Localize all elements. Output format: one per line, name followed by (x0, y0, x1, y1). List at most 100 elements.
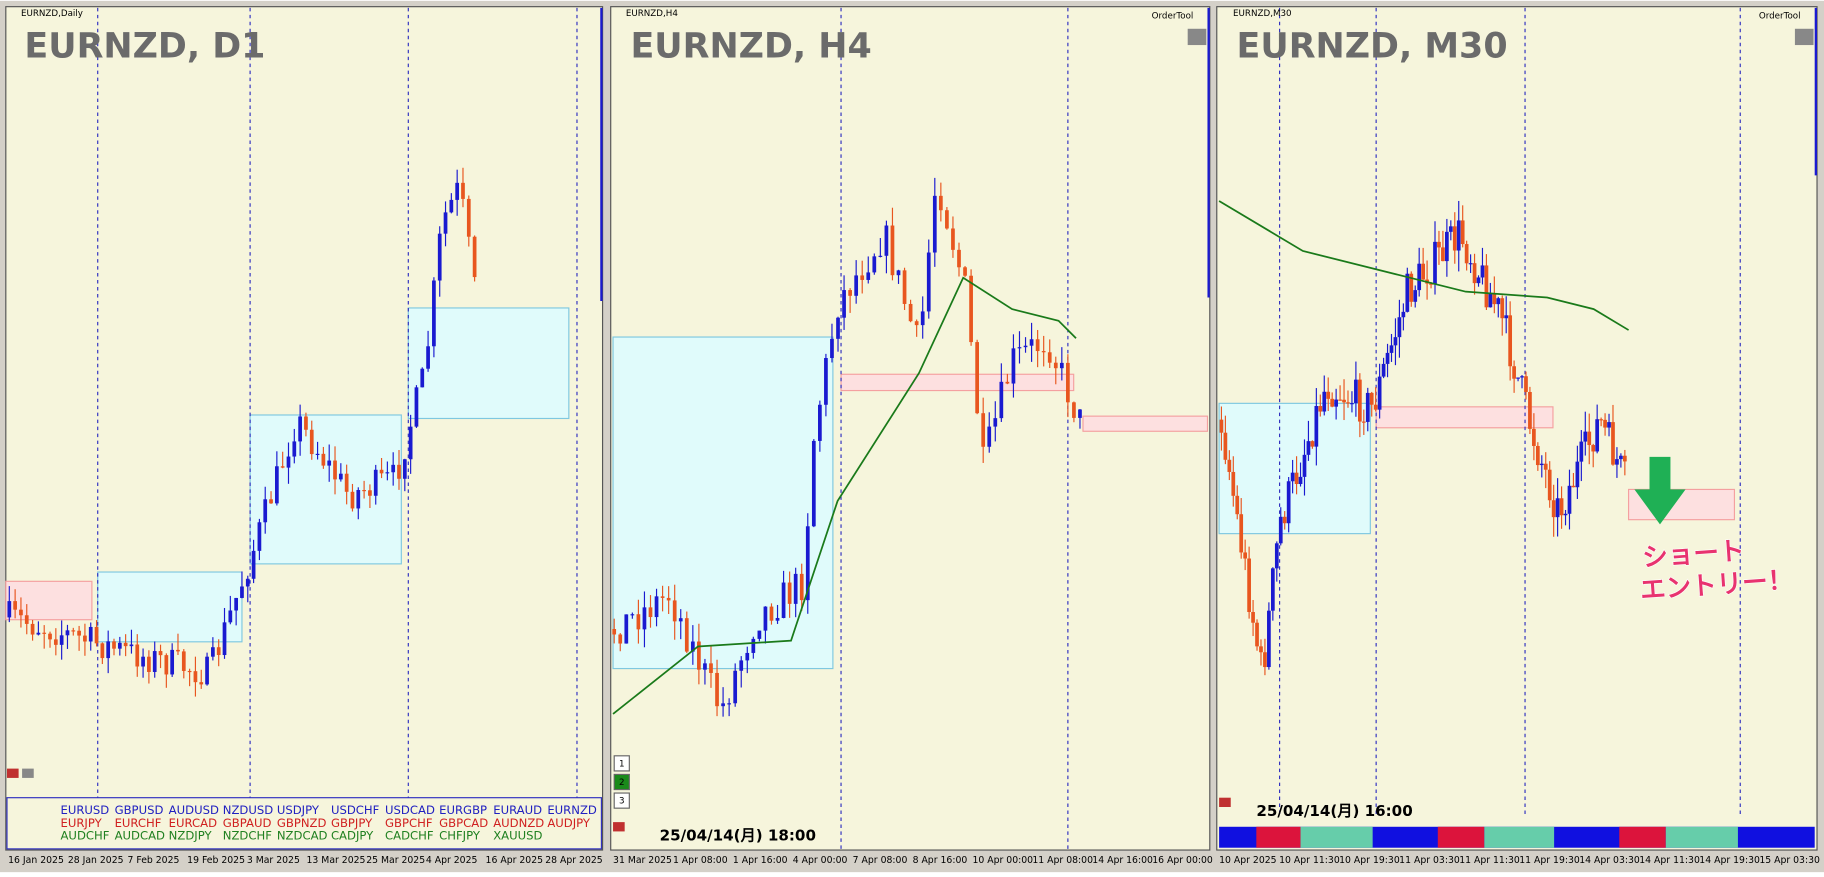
candle-body (13, 601, 17, 610)
icon[interactable] (1187, 28, 1207, 46)
candle-body (222, 622, 227, 656)
candle-body (1298, 476, 1303, 485)
candle-body (872, 256, 877, 273)
date-label: 14 Apr 11:30 (1639, 855, 1700, 866)
date-label: 11 Apr 08:00 (1032, 855, 1093, 866)
symbol-button[interactable]: CADJPY (331, 829, 374, 843)
symbol-button[interactable]: EURNZD (547, 803, 597, 817)
symbol-button[interactable]: CHFJPY (439, 829, 481, 843)
candle-body (100, 643, 105, 659)
symbol-button[interactable]: EURJPY (60, 816, 102, 830)
candle-body (461, 182, 465, 199)
symbol-button[interactable]: EURCAD (169, 816, 217, 830)
candle-body (926, 252, 931, 312)
candle-body (1551, 500, 1556, 518)
date-label: 8 Apr 16:00 (913, 855, 968, 866)
zone (249, 414, 402, 565)
symbol-button[interactable]: USDJPY (277, 803, 320, 817)
date-label: 31 Mar 2025 (613, 855, 672, 866)
symbol-button[interactable]: AUDNZD (493, 816, 544, 830)
candle-body (1365, 392, 1370, 422)
candle-body (1286, 481, 1291, 524)
symbol-button[interactable]: GBPUSD (115, 803, 164, 817)
icon[interactable] (22, 768, 34, 778)
symbol-button[interactable]: CADCHF (385, 829, 434, 843)
symbol-button[interactable]: GBPAUD (223, 816, 272, 830)
candle-body (1429, 283, 1433, 285)
candle-body (1385, 352, 1390, 364)
icon[interactable] (1794, 28, 1814, 46)
symbol-button[interactable]: EURUSD (60, 803, 109, 817)
labels: EURNZD,Daily EURNZD,H4 EURNZD,M30 OrderT… (8, 9, 1820, 866)
candle-body (1468, 263, 1473, 265)
candle-body (19, 609, 23, 616)
candle-body (1595, 419, 1600, 452)
candle-body (1611, 422, 1615, 465)
symbol-button[interactable]: EURGBP (439, 803, 487, 817)
candle-body (135, 644, 140, 667)
candle-body (648, 607, 653, 618)
symbol-button[interactable]: USDCHF (331, 803, 380, 817)
symbol-button[interactable]: XAUUSD (493, 829, 542, 843)
tool-label[interactable]: OrderTool (1152, 11, 1194, 21)
symbol-button[interactable]: NZDCHF (223, 829, 272, 843)
candle-body (379, 469, 384, 474)
symbol-button[interactable]: GBPJPY (331, 816, 373, 830)
symbol-button[interactable]: NZDJPY (169, 829, 213, 843)
tool-label[interactable]: OrderTool (1759, 11, 1801, 21)
date-label: 4 Apr 00:00 (793, 855, 848, 866)
page-button[interactable] (613, 773, 630, 791)
candle-body (30, 623, 35, 635)
symbol-button[interactable]: AUDJPY (547, 816, 591, 830)
date-label: 10 Apr 00:00 (972, 855, 1033, 866)
symbol-button[interactable]: AUDCHF (60, 829, 109, 843)
symbol-button[interactable]: GBPCHF (385, 816, 433, 830)
page-button-label[interactable]: 1 (619, 759, 625, 769)
candle-body (1219, 419, 1224, 433)
candle-body (304, 416, 308, 430)
symbol-button[interactable]: NZDUSD (223, 803, 273, 817)
candle-body (1294, 472, 1299, 485)
candle-body (678, 618, 683, 622)
candle-body (1354, 379, 1358, 404)
candle-body (1512, 366, 1516, 379)
candle-body (1488, 293, 1493, 308)
candle-body (1460, 220, 1465, 245)
candle-body (373, 469, 378, 496)
icon[interactable] (1219, 797, 1231, 807)
candle-body (426, 346, 430, 369)
candle-body (1393, 337, 1398, 346)
candle-body (437, 233, 442, 281)
symbol-button[interactable]: GBPNZD (277, 816, 327, 830)
candle-body (1504, 315, 1509, 319)
candle-body (1053, 362, 1058, 369)
candle-body (1456, 220, 1461, 251)
candle-body (636, 614, 641, 630)
candle-body (1310, 441, 1315, 447)
candle-body (672, 600, 677, 622)
bar-strip (1437, 826, 1485, 848)
symbol-button[interactable]: USDCAD (385, 803, 435, 817)
candle-body (1243, 552, 1248, 559)
candle-body (1041, 351, 1046, 353)
candle-body (1619, 455, 1623, 460)
icon[interactable] (6, 768, 19, 778)
symbol-button[interactable]: EURCHF (115, 816, 162, 830)
candle-body (824, 358, 828, 405)
candle-body (981, 413, 986, 447)
candle-body (769, 606, 774, 621)
page-button[interactable] (613, 755, 630, 772)
page-button-label[interactable]: 2 (619, 778, 625, 788)
symbol-button[interactable]: AUDCAD (115, 829, 165, 843)
symbol-button[interactable]: GBPCAD (439, 816, 488, 830)
symbol-button[interactable]: AUDUSD (169, 803, 219, 817)
candle-body (630, 614, 635, 616)
icon[interactable] (613, 822, 625, 832)
page-button-label[interactable]: 3 (619, 797, 625, 807)
page-button[interactable] (613, 792, 630, 809)
date-label: 11 Apr 11:30 (1459, 855, 1520, 866)
candle-body (181, 651, 186, 671)
symbol-button[interactable]: NZDCAD (277, 829, 328, 843)
candle-body (775, 617, 780, 621)
symbol-button[interactable]: EURAUD (493, 803, 542, 817)
